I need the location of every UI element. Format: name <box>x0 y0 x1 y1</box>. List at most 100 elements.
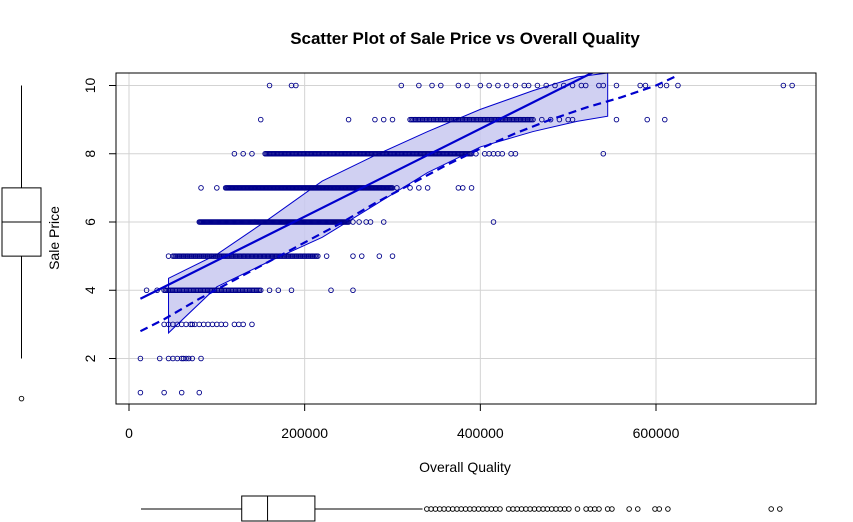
point-group-1 <box>137 389 203 396</box>
data-point <box>328 287 334 294</box>
data-point <box>258 116 264 123</box>
data-point <box>789 82 795 89</box>
data-point <box>214 321 220 328</box>
y-axis: 2 4 6 8 10 <box>82 78 117 362</box>
x-box-outlier <box>574 506 581 512</box>
x-tick-label: 200000 <box>281 425 328 441</box>
x-box-outlier <box>566 506 572 512</box>
data-point <box>464 82 470 89</box>
data-point <box>137 355 144 362</box>
data-point <box>266 287 273 294</box>
data-point <box>552 82 558 89</box>
x-box-outlier <box>626 506 632 512</box>
data-point <box>266 82 273 89</box>
x-tick-label: 0 <box>125 425 133 441</box>
x-axis-label: Overall Quality <box>419 459 511 475</box>
y-marginal-boxplot <box>1 85 42 402</box>
data-point <box>350 287 356 294</box>
data-point <box>183 355 189 362</box>
data-point <box>288 287 295 294</box>
data-point <box>198 355 204 362</box>
data-point <box>359 253 365 259</box>
data-point <box>525 82 532 89</box>
data-point <box>214 185 220 191</box>
point-group-10 <box>266 82 795 89</box>
y-tick-label: 4 <box>82 286 98 294</box>
data-point <box>165 253 172 259</box>
y-tick-label: 2 <box>82 354 98 362</box>
data-point <box>416 185 422 191</box>
chart-title: Scatter Plot of Sale Price vs Overall Qu… <box>290 29 640 48</box>
data-point <box>372 116 378 123</box>
data-point <box>613 82 620 89</box>
x-box-outlier <box>609 506 615 512</box>
data-point <box>468 185 475 191</box>
data-point <box>486 82 492 89</box>
data-point <box>161 389 167 396</box>
data-point <box>539 116 545 123</box>
data-point <box>231 321 238 328</box>
data-point <box>222 321 229 328</box>
data-point <box>185 355 192 362</box>
data-point <box>455 185 462 191</box>
data-point <box>376 253 383 259</box>
smooth-line <box>139 74 679 333</box>
data-point <box>495 82 501 89</box>
data-point <box>582 82 589 89</box>
data-point <box>323 253 330 259</box>
x-box-outlier <box>635 506 641 512</box>
confidence-band-layer <box>168 72 609 335</box>
point-group-3 <box>161 321 255 328</box>
data-point <box>350 219 356 225</box>
data-point <box>293 82 299 89</box>
data-point <box>642 82 649 89</box>
y-axis-label: Sale Price <box>46 206 62 270</box>
point-group-7 <box>198 185 475 191</box>
data-point <box>424 185 431 191</box>
data-point <box>350 253 356 259</box>
data-point <box>644 116 650 123</box>
data-point <box>198 185 204 191</box>
data-point <box>637 82 643 89</box>
data-point <box>200 321 207 328</box>
data-point <box>189 321 195 328</box>
data-point <box>663 82 670 89</box>
point-group-5 <box>165 253 396 259</box>
data-point <box>183 321 189 328</box>
data-point <box>389 116 396 123</box>
data-point <box>416 82 422 89</box>
data-point <box>143 287 150 294</box>
data-point <box>178 389 185 396</box>
point-group-8 <box>231 150 607 157</box>
y-tick-label: 6 <box>82 218 98 226</box>
data-point <box>512 150 519 157</box>
x-box-outlier <box>497 506 503 512</box>
confidence-band <box>168 72 609 335</box>
y-box-outlier <box>18 395 25 402</box>
data-point <box>613 116 620 123</box>
data-point <box>503 82 510 89</box>
y-tick-label: 8 <box>82 150 98 158</box>
fit-lines <box>139 73 679 333</box>
regression-line <box>139 73 595 300</box>
data-point <box>249 321 255 328</box>
x-box-body <box>241 495 316 522</box>
data-point <box>249 150 255 157</box>
data-point <box>180 355 187 362</box>
data-point <box>569 116 576 123</box>
data-point <box>367 219 374 225</box>
x-box-outlier <box>665 506 671 512</box>
data-point <box>156 355 163 362</box>
data-point <box>218 321 224 328</box>
data-point <box>389 253 396 259</box>
data-point <box>543 82 549 89</box>
x-box-outlier <box>596 506 602 512</box>
data-point <box>460 185 466 191</box>
point-group-2 <box>137 355 204 362</box>
data-point <box>231 150 238 157</box>
x-marginal-boxplot <box>141 495 783 522</box>
x-box-outlier <box>768 506 774 512</box>
data-point <box>189 355 195 362</box>
data-point <box>780 82 787 89</box>
data-point <box>178 321 185 328</box>
